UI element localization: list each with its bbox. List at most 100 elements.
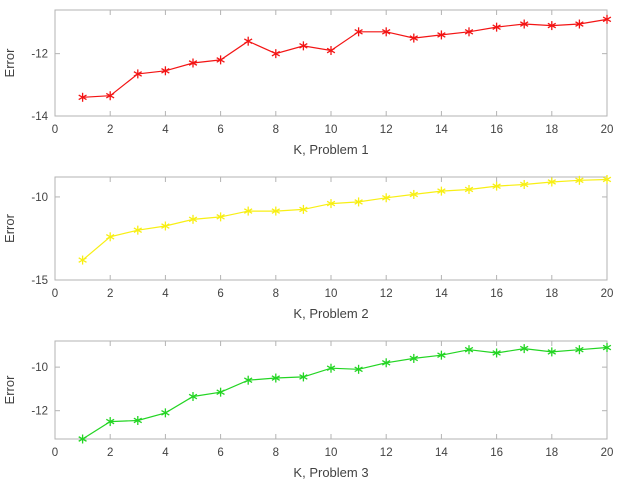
chart-problem-2: 0 2 4 6 8 10 12 14 16 18 20 -15 -10 K, Problem 2 Error: [0, 167, 624, 331]
asterisk-marker-arm: [519, 345, 529, 352]
series-line: [82, 346, 608, 440]
asterisk-marker-arm: [464, 29, 474, 35]
x-axis-label: K, Problem 3: [293, 465, 368, 480]
x-tick-label: 14: [435, 288, 448, 300]
x-tick-label: 0: [52, 447, 58, 459]
x-tick-label: 16: [490, 124, 503, 136]
x-tick-label: 20: [601, 124, 614, 136]
x-axis-label: K, Problem 2: [293, 306, 368, 321]
x-tick-label: 8: [273, 124, 279, 136]
asterisk-marker-arm: [547, 22, 557, 29]
asterisk-marker-arm: [602, 176, 612, 183]
asterisk-marker-arm: [354, 29, 363, 35]
asterisk-marker-arm: [299, 374, 308, 380]
asterisk-marker-arm: [602, 16, 612, 23]
asterisk-marker-arm: [105, 233, 115, 240]
asterisk-marker-arm: [437, 32, 446, 38]
x-axis-label: K, Problem 1: [293, 142, 368, 157]
asterisk-marker-arm: [161, 410, 170, 416]
asterisk-marker-arm: [575, 346, 584, 353]
y-axis-label: Error: [2, 48, 17, 78]
asterisk-marker-arm: [492, 183, 501, 189]
asterisk-marker-arm: [464, 186, 474, 193]
asterisk-marker-arm: [437, 352, 446, 358]
asterisk-marker-arm: [602, 344, 612, 351]
asterisk-marker-arm: [243, 208, 253, 214]
x-tick-label: 14: [435, 124, 448, 136]
series-markers: [78, 174, 612, 265]
y-tick-label: -12: [31, 406, 48, 418]
asterisk-marker-arm: [243, 38, 253, 44]
x-tick-label: 2: [107, 124, 113, 136]
x-tick-label: 0: [52, 288, 58, 300]
asterisk-marker-arm: [575, 21, 584, 27]
x-tick-label: 12: [380, 124, 393, 136]
line-chart-svg: 0 2 4 6 8 10 12 14 16 18 20 -12 -10 K, Problem 3 Error: [2, 340, 614, 480]
x-tick-label: 20: [601, 288, 614, 300]
x-tick-label: 20: [601, 447, 614, 459]
asterisk-marker-arm: [464, 346, 474, 353]
x-tick-label: 2: [107, 447, 113, 459]
asterisk-marker-arm: [271, 208, 281, 214]
asterisk-marker-arm: [161, 67, 170, 74]
asterisk-marker-arm: [105, 92, 115, 99]
x-tick-label: 16: [490, 288, 503, 300]
asterisk-marker-arm: [437, 188, 446, 194]
asterisk-marker-arm: [188, 60, 198, 66]
asterisk-marker-arm: [547, 349, 557, 355]
x-tick-label: 12: [380, 288, 393, 300]
asterisk-marker-arm: [354, 366, 363, 373]
x-tick-label: 18: [545, 447, 558, 459]
x-tick-label: 18: [545, 288, 558, 300]
chart-problem-1: 0 2 4 6 8 10 12 14 16 18 20 -14 -12 K, Problem 1 Error: [0, 0, 624, 167]
x-tick-label: 0: [52, 124, 58, 136]
asterisk-marker-arm: [161, 223, 170, 229]
series-markers: [78, 343, 612, 444]
x-tick-label: 10: [325, 124, 338, 136]
line-chart-svg: 0 2 4 6 8 10 12 14 16 18 20 -15 -10 K, Problem 2 Error: [2, 174, 614, 321]
asterisk-marker-arm: [133, 417, 143, 424]
y-tick-label: -10: [31, 362, 48, 374]
asterisk-marker-arm: [381, 194, 391, 201]
asterisk-marker-arm: [299, 43, 308, 49]
asterisk-marker-arm: [216, 389, 225, 395]
asterisk-marker-arm: [133, 71, 143, 77]
series-line: [82, 178, 608, 261]
y-axis-label: Error: [2, 375, 17, 405]
asterisk-marker-arm: [492, 24, 501, 30]
x-tick-label: 18: [545, 124, 558, 136]
asterisk-marker-arm: [216, 57, 225, 63]
asterisk-marker-arm: [326, 47, 336, 54]
x-tick-label: 10: [325, 447, 338, 459]
asterisk-marker-arm: [271, 50, 281, 57]
x-tick-label: 6: [217, 124, 223, 136]
x-tick-label: 4: [162, 124, 169, 136]
asterisk-marker-arm: [271, 375, 281, 381]
asterisk-marker-arm: [381, 29, 391, 35]
asterisk-marker-arm: [326, 200, 336, 207]
asterisk-marker-arm: [409, 35, 419, 41]
asterisk-marker-arm: [409, 191, 419, 198]
y-tick-label: -12: [31, 49, 48, 61]
asterisk-marker-arm: [575, 177, 584, 184]
x-tick-label: 12: [380, 447, 393, 459]
asterisk-marker-arm: [78, 94, 87, 101]
y-tick-label: -14: [31, 111, 48, 123]
asterisk-marker-arm: [188, 393, 198, 400]
x-tick-label: 10: [325, 288, 338, 300]
asterisk-marker-arm: [299, 206, 308, 213]
asterisk-marker-arm: [133, 227, 143, 233]
x-tick-label: 16: [490, 447, 503, 459]
x-tick-label: 14: [435, 447, 448, 459]
asterisk-marker-arm: [381, 359, 391, 366]
asterisk-marker-arm: [409, 355, 419, 362]
asterisk-marker-arm: [188, 216, 198, 223]
asterisk-marker-arm: [105, 418, 115, 425]
x-tick-label: 4: [162, 288, 169, 300]
asterisk-marker-arm: [519, 181, 529, 188]
asterisk-marker-arm: [326, 365, 336, 372]
asterisk-marker-arm: [547, 179, 557, 185]
y-tick-label: -15: [31, 275, 48, 287]
x-tick-label: 6: [217, 447, 223, 459]
